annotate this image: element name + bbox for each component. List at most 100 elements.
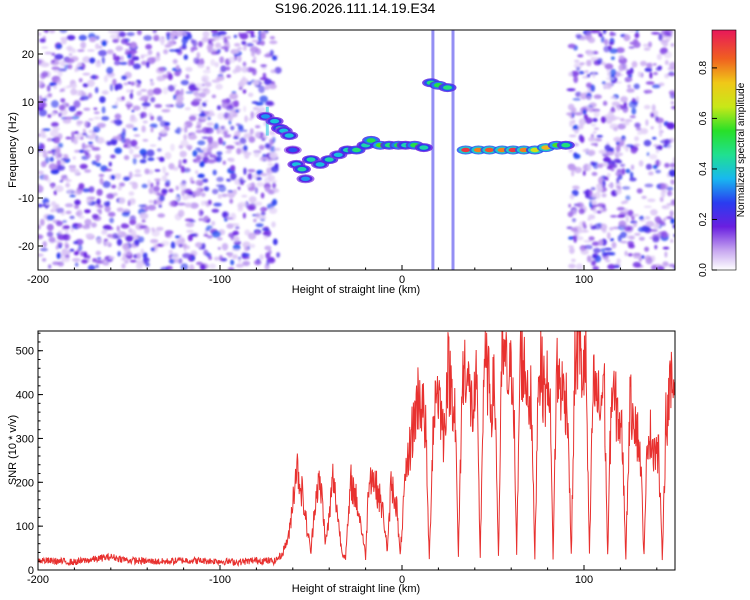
spectrogram-noise-cell — [608, 41, 614, 46]
spectrogram-noise-cell — [49, 30, 56, 34]
spectrogram-noise-cell — [126, 100, 132, 105]
spectrogram-x-ticks: -200 -100 0 100 — [27, 265, 658, 286]
spectrogram-noise-cell — [71, 131, 75, 138]
spectrogram-noise-cell — [625, 144, 634, 148]
spectrogram-noise-cell — [174, 258, 179, 264]
spectrogram-noise-cell — [222, 160, 226, 165]
spectrogram-noise-cell — [185, 222, 195, 228]
spectrogram-noise-cell — [112, 38, 119, 43]
spectrogram-noise-cell — [84, 218, 92, 226]
spectrogram-noise-cell — [71, 115, 80, 120]
spectrogram-noise-cell — [644, 246, 650, 252]
spectrogram-noise-cell — [268, 207, 278, 214]
spectrogram-noise-cell — [242, 61, 247, 67]
spectrogram-noise-cell — [255, 230, 260, 235]
spectrogram-noise-cell — [670, 239, 674, 243]
spectrogram-noise-cell — [141, 95, 150, 99]
spectrogram-noise-cell — [574, 185, 580, 190]
spectrogram-noise-cell — [73, 241, 79, 245]
spectrogram-noise-cell — [147, 89, 155, 97]
spectrogram-noise-cell — [227, 190, 234, 193]
spectrogram-feature-core — [324, 157, 334, 162]
spectrogram-noise-cell — [213, 256, 220, 261]
spectrogram-noise-cell — [265, 252, 271, 259]
spectrogram-noise-cell — [211, 94, 217, 99]
spectrogram-noise-cell — [223, 36, 228, 44]
spectrogram-noise-cell — [615, 145, 621, 153]
spectrogram-noise-cell — [634, 136, 640, 142]
spectrogram-noise-cell — [610, 252, 616, 256]
spectrogram-noise-cell — [222, 141, 226, 146]
spectrogram-noise-cell — [243, 129, 248, 133]
spectrogram-noise-cell — [47, 114, 52, 118]
spectrogram-noise-cell — [226, 178, 232, 182]
spectrogram-noise-cell — [270, 69, 277, 74]
spectrogram-noise-cell — [593, 223, 602, 230]
spectrogram-noise-cell — [586, 59, 592, 67]
spectrogram-noise-cell — [98, 208, 102, 215]
spectrogram-noise-cell — [172, 59, 178, 64]
spectrogram-noise-cell — [237, 206, 244, 212]
spectrogram-noise-cell — [587, 37, 596, 44]
spectrogram-noise-cell — [236, 147, 242, 155]
spectrogram-noise-cell — [597, 163, 604, 169]
spectrogram-noise-cell — [593, 247, 601, 254]
spectrogram-noise-cell — [591, 254, 597, 259]
spectrogram-noise-cell — [650, 209, 658, 216]
spectrogram-noise-cell — [198, 41, 203, 48]
spectrogram-noise-cell — [242, 89, 247, 94]
spectrogram-y-tick-label: -20 — [18, 241, 34, 253]
spectrogram-noise-cell — [670, 218, 675, 224]
spectrogram-noise-cell — [38, 80, 45, 84]
spectrogram-noise-cell — [230, 172, 237, 181]
spectrogram-noise-cell — [150, 81, 155, 86]
spectrogram-noise-cell — [596, 185, 603, 193]
spectrogram-noise-cell — [192, 150, 198, 157]
spectrogram-noise-cell — [168, 258, 176, 264]
spectrogram-noise-cell — [264, 186, 271, 192]
spectrogram-feature-core — [419, 145, 429, 150]
spectrogram-noise-cell — [566, 112, 575, 116]
snr-frame — [37, 330, 676, 571]
spectrogram-noise-cell — [645, 220, 655, 228]
spectrogram-noise-cell — [631, 61, 638, 68]
spectrogram-noise-cell — [175, 94, 184, 103]
colorbar-tick-label: 0.2 — [698, 212, 709, 226]
spectrogram-noise-cell — [38, 95, 43, 100]
spectrogram-noise-cell — [210, 30, 218, 34]
spectrogram-noise-cell — [95, 60, 102, 68]
spectrogram-noise-cell — [237, 186, 241, 191]
spectrogram-noise-cell — [624, 76, 633, 83]
spectrogram-noise-cell — [597, 57, 603, 65]
spectrogram-noise-cell — [201, 178, 208, 183]
spectrogram-noise-cell — [158, 67, 166, 72]
spectrogram-noise-cell — [83, 107, 91, 111]
spectrogram-noise-cell — [39, 38, 46, 43]
spectrogram-noise-cell — [105, 256, 109, 260]
spectrogram-noise-cell — [636, 126, 642, 131]
spectrogram-noise-cell — [161, 175, 168, 182]
spectrogram-noise-cell — [649, 71, 653, 79]
spectrogram-noise-cell — [221, 211, 230, 218]
spectrogram-noise-cell — [106, 234, 113, 238]
spectrogram-noise-cell — [654, 110, 659, 116]
spectrogram-noise-cell — [654, 115, 659, 122]
spectrogram-noise-cell — [646, 62, 653, 68]
spectrogram-feature-core — [484, 147, 494, 153]
spectrogram-noise-cell — [179, 150, 187, 158]
spectrogram-noise-cell — [603, 247, 613, 251]
spectrogram-noise-cell — [569, 45, 576, 48]
spectrogram-noise-cell — [616, 258, 621, 265]
figure-title: S196.2026.111.14.19.E34 — [275, 0, 436, 16]
spectrogram-noise-cell — [46, 231, 54, 238]
spectrogram-noise-cell — [663, 138, 672, 145]
spectrogram-noise-cell — [232, 254, 238, 260]
spectrogram-noise-cell — [603, 84, 608, 88]
spectrogram-noise-cell — [667, 190, 673, 197]
spectrogram-noise-cell — [112, 53, 116, 58]
spectrogram-noise-cell — [667, 145, 671, 149]
spectrogram-noise-cell — [185, 66, 193, 72]
spectrogram-noise-cell — [634, 32, 640, 39]
spectrogram-noise-cell — [246, 81, 252, 85]
spectrogram-noise-cell — [167, 73, 173, 81]
